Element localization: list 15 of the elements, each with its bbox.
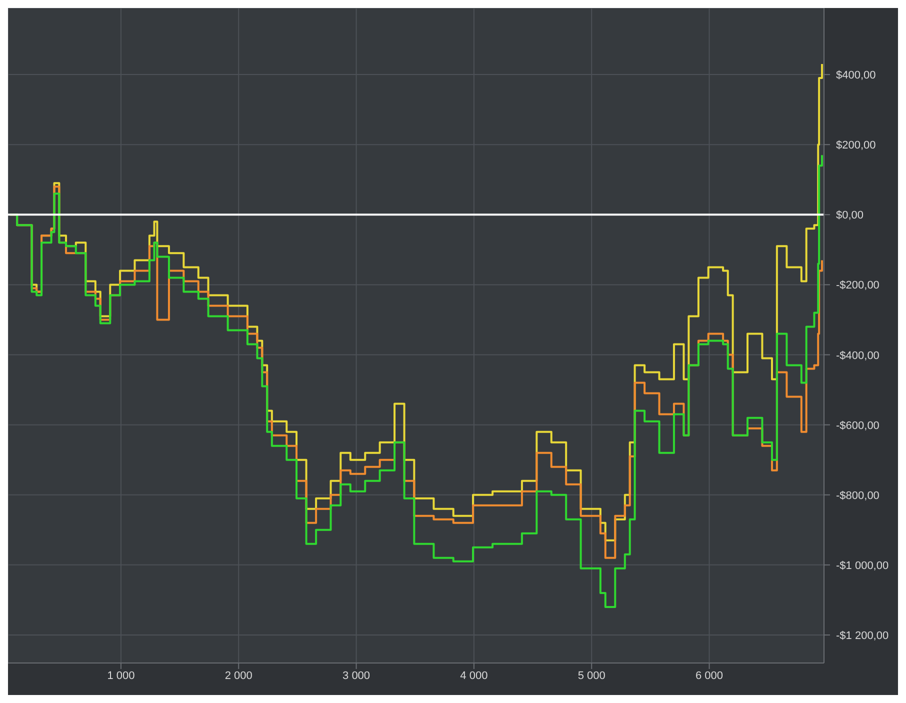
x-tick-label: 6 000 [696,670,724,682]
x-tick-label: 3 000 [342,670,370,682]
y-tick-label: -$200,00 [836,280,880,292]
x-tick-label: 5 000 [578,670,606,682]
x-tick-label: 4 000 [460,670,488,682]
y-tick-label: $400,00 [836,70,876,82]
y-tick-label: -$1 000,00 [836,560,889,572]
y-tick-label: -$800,00 [836,490,880,502]
x-tick-label: 1 000 [107,670,135,682]
y-tick-label: -$600,00 [836,420,880,432]
y-tick-label: -$400,00 [836,350,880,362]
y-tick-label: $0,00 [836,210,864,222]
y-tick-label: -$1 200,00 [836,630,889,642]
x-tick-label: 2 000 [224,670,252,682]
y-tick-label: $200,00 [836,140,876,152]
